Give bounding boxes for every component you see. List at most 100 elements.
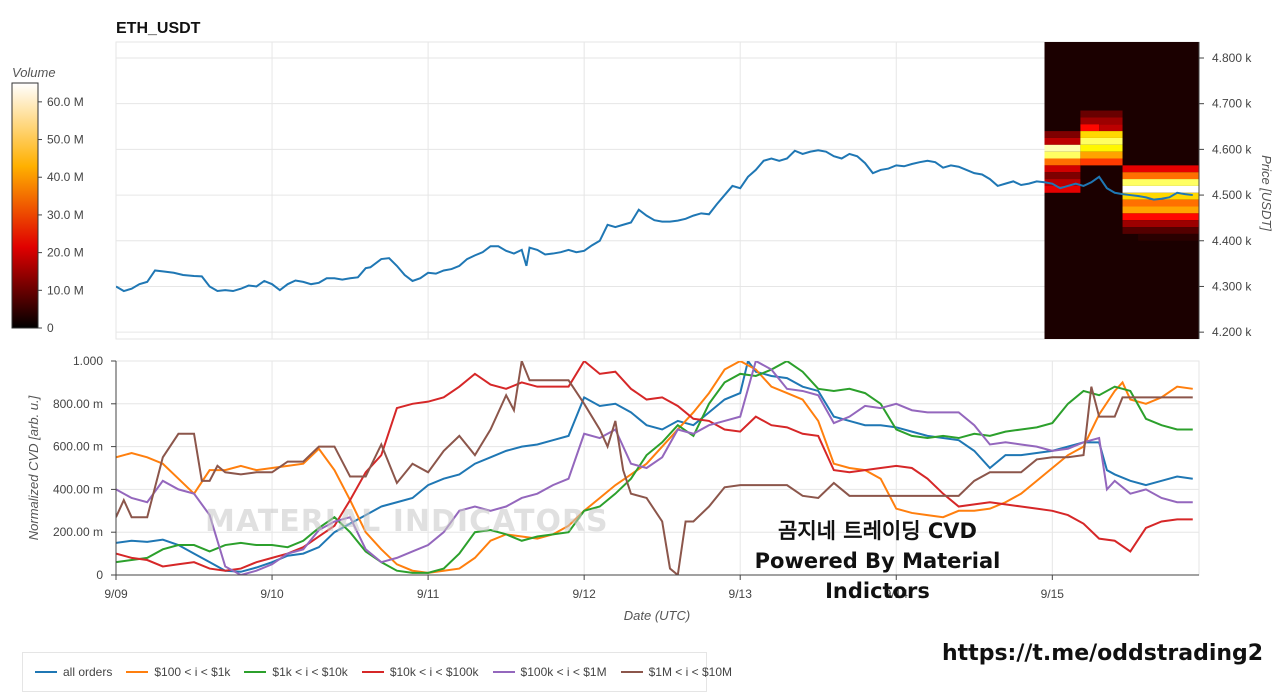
- heatmap-cell: [1044, 131, 1081, 138]
- legend-swatch: [620, 671, 643, 673]
- price-line: [116, 149, 1193, 293]
- heatmap-cell: [1099, 124, 1123, 132]
- volume-colorbar: [11, 82, 39, 329]
- heatmap-cell: [1044, 144, 1081, 152]
- legend-swatch: [492, 671, 515, 673]
- date-axis-title: Date (UTC): [624, 608, 690, 623]
- heatmap-cell: [1122, 185, 1199, 193]
- heatmap-cell: [1080, 110, 1123, 118]
- legend-swatch: [126, 671, 149, 673]
- volume-heatmap: [1044, 42, 1199, 339]
- cvd-line: [116, 361, 1193, 573]
- legend-item[interactable]: $10k < i < $100k: [361, 665, 479, 679]
- heatmap-cell: [1122, 199, 1199, 207]
- date-tick-label: 9/15: [1041, 587, 1065, 601]
- legend-swatch: [35, 671, 57, 673]
- legend-item[interactable]: $1k < i < $10k: [244, 665, 348, 679]
- legend-item[interactable]: $1M < i < $10M: [620, 665, 732, 679]
- price-tick-label: 4.800 k: [1212, 51, 1252, 65]
- date-tick-label: 9/09: [104, 587, 128, 601]
- cvd-line: [116, 361, 1193, 575]
- price-axis-ticks: 4.200 k 4.300 k 4.400 k 4.500 k 4.600 k 4.700…: [1199, 51, 1252, 339]
- heatmap-cell: [1122, 179, 1199, 186]
- legend-label: all orders: [63, 665, 113, 679]
- price-chart-title: ETH_USDT: [116, 20, 201, 37]
- colorbar-tick-label: 50.0 M: [47, 133, 84, 147]
- date-tick-label: 9/10: [260, 587, 284, 601]
- heatmap-cell: [1044, 172, 1081, 180]
- cvd-overlay-text: 곰지네 트레이딩 CVD Powered By Material Indicto…: [705, 516, 1050, 606]
- price-series-layer: [116, 149, 1193, 293]
- cvd-tick-label: 400.00 m: [53, 482, 103, 496]
- date-tick-label: 9/13: [729, 587, 753, 601]
- price-plot-area[interactable]: [115, 41, 1200, 340]
- heatmap-cell: [1080, 124, 1100, 132]
- date-tick-label: 9/14: [885, 587, 909, 601]
- colorbar-tick-label: 40.0 M: [47, 170, 84, 184]
- heatmap-cell: [1122, 213, 1199, 221]
- heatmap-cell: [1044, 158, 1081, 166]
- heatmap-cell: [1044, 151, 1081, 159]
- price-axis-title: Price [USDT]: [1259, 155, 1274, 231]
- heatmap-cell: [1080, 144, 1123, 152]
- heatmap-cell: [1122, 206, 1199, 214]
- faded-logo-watermark: MATERIAL INDICATORS: [205, 504, 609, 539]
- cvd-legend: all orders $100 < i < $1k $1k < i < $10k $1…: [22, 652, 732, 692]
- heatmap-cell: [1044, 185, 1081, 193]
- heatmap-cell: [1080, 137, 1123, 145]
- heatmap-cell: [1080, 158, 1123, 166]
- cvd-overlay-title: 곰지네 트레이딩 CVD: [778, 519, 977, 543]
- cvd-series-layer: [116, 361, 1193, 575]
- legend-item[interactable]: all orders: [35, 665, 112, 679]
- date-tick-label: 9/11: [417, 587, 440, 601]
- legend-label: $100k < i < $1M: [520, 665, 607, 679]
- colorbar-tick-label: 0: [47, 321, 54, 335]
- legend-label: $1k < i < $10k: [272, 665, 348, 679]
- cvd-tick-label: 800.00 m: [53, 397, 103, 411]
- cvd-tick-label: 0: [96, 568, 103, 582]
- heatmap-cell: [1122, 227, 1199, 234]
- legend-swatch: [361, 671, 384, 673]
- colorbar-ticks: 0 10.0 M 20.0 M 30.0 M 40.0 M 50.0 M 60.0 M: [38, 95, 84, 335]
- heatmap-cell: [1122, 172, 1199, 180]
- cvd-line: [116, 361, 1193, 574]
- legend-label: $1M < i < $10M: [648, 665, 732, 679]
- legend-label: $10k < i < $100k: [389, 665, 479, 679]
- heatmap-cell: [1122, 192, 1199, 200]
- price-tick-label: 4.500 k: [1212, 188, 1252, 202]
- heatmap-cell: [1044, 137, 1081, 145]
- heatmap-cell: [1080, 151, 1123, 159]
- price-tick-label: 4.700 k: [1212, 97, 1252, 111]
- price-tick-label: 4.200 k: [1212, 325, 1252, 339]
- heatmap-cell: [1138, 233, 1199, 241]
- price-tick-label: 4.400 k: [1212, 234, 1252, 248]
- heatmap-cell: [1044, 179, 1081, 186]
- cvd-axis-ticks: 0 200.00 m 400.00 m 600.00 m 800.00 m 1.000 9/…: [53, 354, 1064, 601]
- colorbar-tick-label: 20.0 M: [47, 246, 84, 260]
- price-tick-label: 4.300 k: [1212, 279, 1252, 293]
- colorbar-tick-label: 30.0 M: [47, 208, 84, 222]
- telegram-link[interactable]: https://t.me/oddstrading2: [942, 641, 1264, 666]
- legend-item[interactable]: $100 < i < $1k: [126, 665, 230, 679]
- cvd-tick-label: 200.00 m: [53, 525, 103, 539]
- legend-label: $100 < i < $1k: [154, 665, 231, 679]
- heatmap-cell: [1080, 117, 1123, 125]
- colorbar-tick-label: 10.0 M: [47, 283, 84, 297]
- colorbar-tick-label: 60.0 M: [47, 95, 84, 109]
- legend-swatch: [244, 671, 267, 673]
- cvd-axis-title: Normalized CVD [arb. u.]: [26, 395, 41, 540]
- legend-item[interactable]: $100k < i < $1M: [492, 665, 607, 679]
- heatmap-cell: [1122, 220, 1199, 228]
- heatmap-cell: [1044, 165, 1081, 173]
- cvd-tick-label: 600.00 m: [53, 440, 103, 454]
- heatmap-cell: [1122, 165, 1199, 173]
- cvd-line: [116, 361, 1193, 572]
- cvd-overlay-powered-by: Powered By Material Indictors: [754, 549, 1001, 603]
- cvd-line: [116, 361, 1193, 574]
- price-gridlines: [115, 42, 1199, 339]
- heatmap-cell: [1080, 131, 1123, 138]
- cvd-line: [116, 361, 1193, 575]
- cvd-tick-label: 1.000: [73, 354, 103, 368]
- price-tick-label: 4.600 k: [1212, 142, 1252, 156]
